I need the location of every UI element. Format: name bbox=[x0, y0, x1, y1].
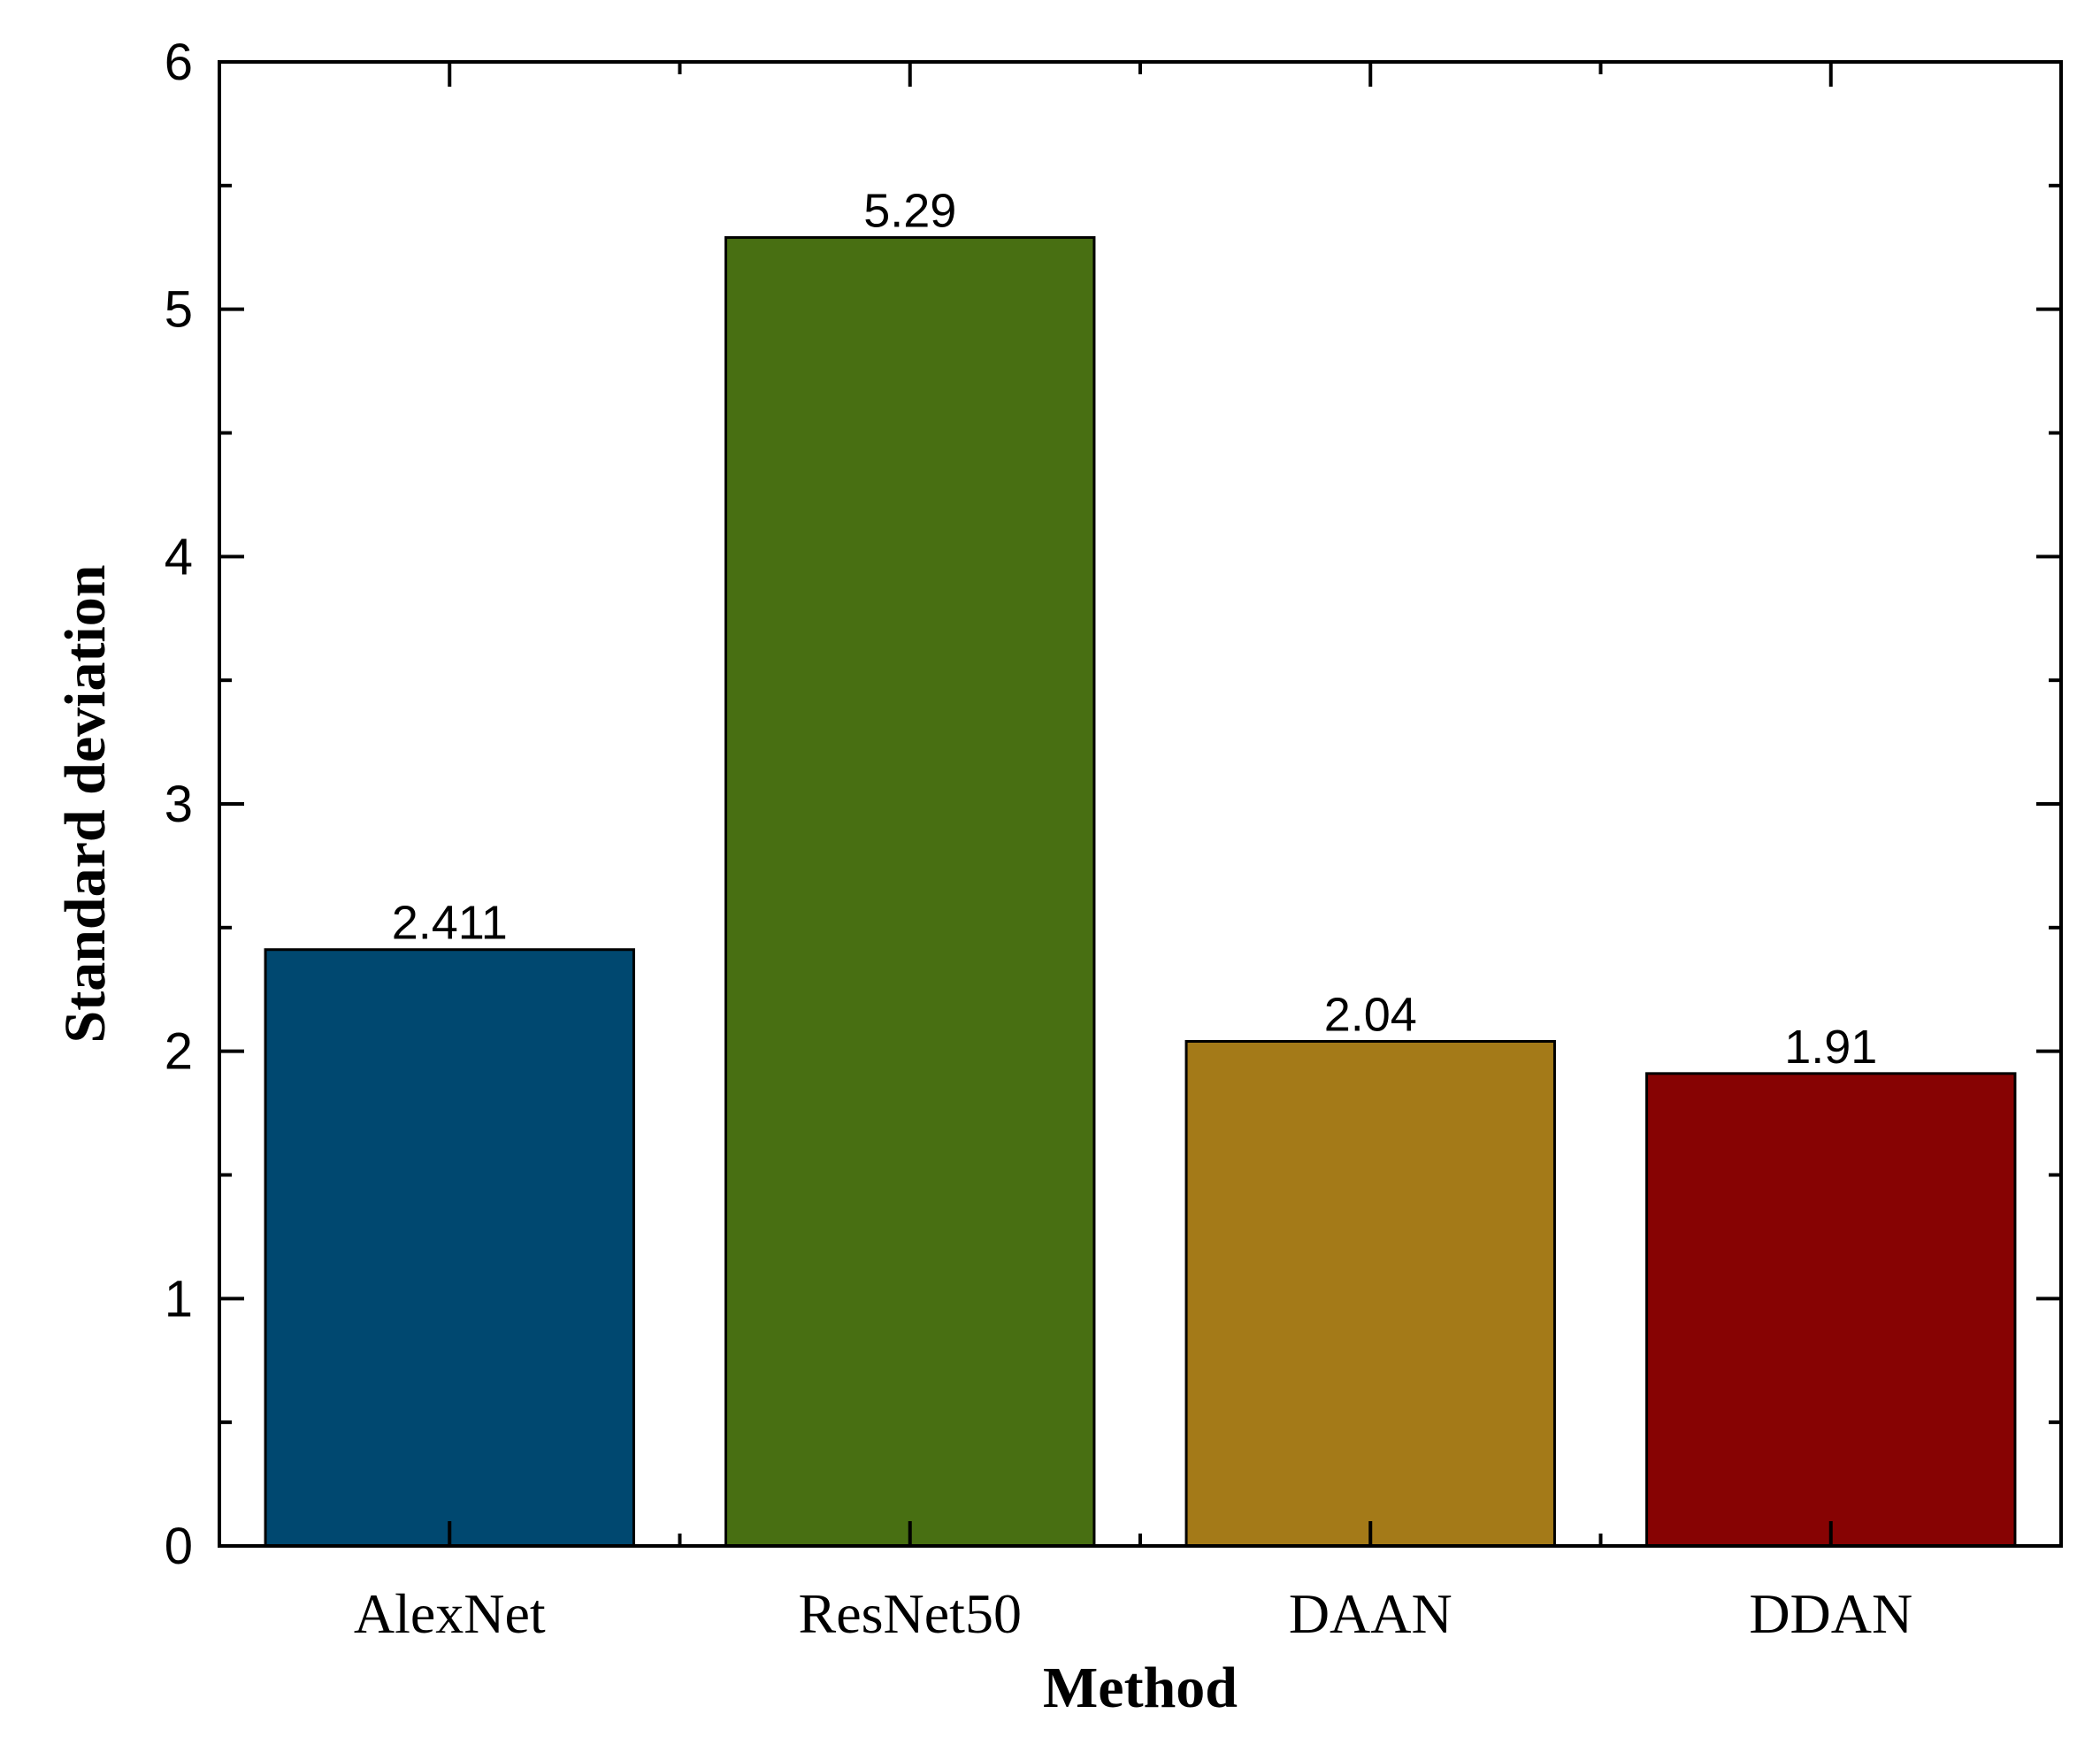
bars-group bbox=[264, 236, 2017, 1548]
y-tick-label: 2 bbox=[165, 1023, 193, 1081]
bar-resnet50 bbox=[724, 236, 1096, 1548]
data-label-daan: 2.04 bbox=[1324, 988, 1417, 1041]
plot-frame bbox=[218, 60, 2063, 1548]
data-label-alexnet: 2.411 bbox=[392, 897, 508, 950]
data-label-resnet50: 5.29 bbox=[863, 185, 956, 238]
data-label-ddan: 1.91 bbox=[1784, 1021, 1877, 1074]
y-axis-title: Standard deviation bbox=[53, 565, 118, 1044]
x-tick-label-ddan: DDAN bbox=[1749, 1582, 1912, 1645]
y-tick-label: 4 bbox=[165, 528, 193, 585]
y-tick-label: 5 bbox=[165, 281, 193, 339]
y-tick-label: 3 bbox=[165, 776, 193, 833]
bar-ddan bbox=[1645, 1072, 2017, 1548]
y-tick-label: 6 bbox=[165, 34, 193, 91]
bar-daan bbox=[1184, 1039, 1556, 1548]
labels-group: 2.411 AlexNet 5.29 ResNet50 2.04 DAAN 1.91 DDAN… bbox=[165, 34, 1912, 1645]
x-tick-label-resnet50: ResNet50 bbox=[799, 1582, 1022, 1645]
y-tick-label: 1 bbox=[165, 1270, 193, 1327]
x-tick-label-daan: DAAN bbox=[1289, 1582, 1452, 1645]
x-tick-label-alexnet: AlexNet bbox=[354, 1582, 546, 1645]
x-axis-title: Method bbox=[1043, 1656, 1238, 1720]
bar-alexnet bbox=[264, 948, 635, 1548]
y-tick-label: 0 bbox=[165, 1518, 193, 1575]
